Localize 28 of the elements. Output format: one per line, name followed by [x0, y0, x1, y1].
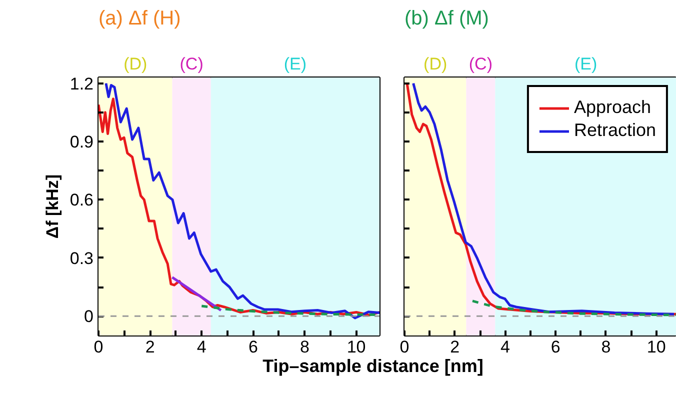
x-axis-title: Tip–sample distance [nm]: [262, 355, 484, 378]
band-label: (C): [468, 54, 492, 74]
y-tick-label: 1.2: [70, 74, 94, 94]
y-tick-label: 0.9: [70, 132, 94, 152]
x-tick-label: 4: [500, 338, 510, 356]
x-tick-label: 2: [450, 338, 460, 356]
x-tick-label: 8: [300, 338, 310, 356]
y-tick-label: 0: [84, 307, 94, 326]
band-label: (D): [424, 54, 448, 74]
legend-label: Retraction: [574, 120, 656, 141]
x-tick-label: 2: [145, 338, 155, 356]
band-label: (E): [284, 54, 307, 74]
y-tick-label: 0.6: [70, 190, 94, 210]
x-tick-label: 0: [400, 338, 410, 356]
x-tick-label: 8: [601, 338, 611, 356]
y-axis-title: Δf [kHz]: [42, 174, 62, 239]
chart-title: (a) Δf (H): [98, 8, 181, 30]
x-tick-label: 4: [196, 338, 206, 356]
y-tick-label: 0.3: [70, 248, 94, 268]
x-tick-label: 10: [346, 338, 366, 356]
x-tick-label: 10: [646, 338, 666, 356]
band-label: (C): [180, 54, 204, 74]
band-label: (E): [574, 54, 598, 74]
x-tick-label: 6: [550, 338, 560, 356]
band-label: (D): [124, 54, 148, 74]
legend-label: Approach: [574, 97, 652, 118]
x-tick-label: 6: [248, 338, 258, 356]
chart-title: (b) Δf (M): [404, 8, 489, 30]
